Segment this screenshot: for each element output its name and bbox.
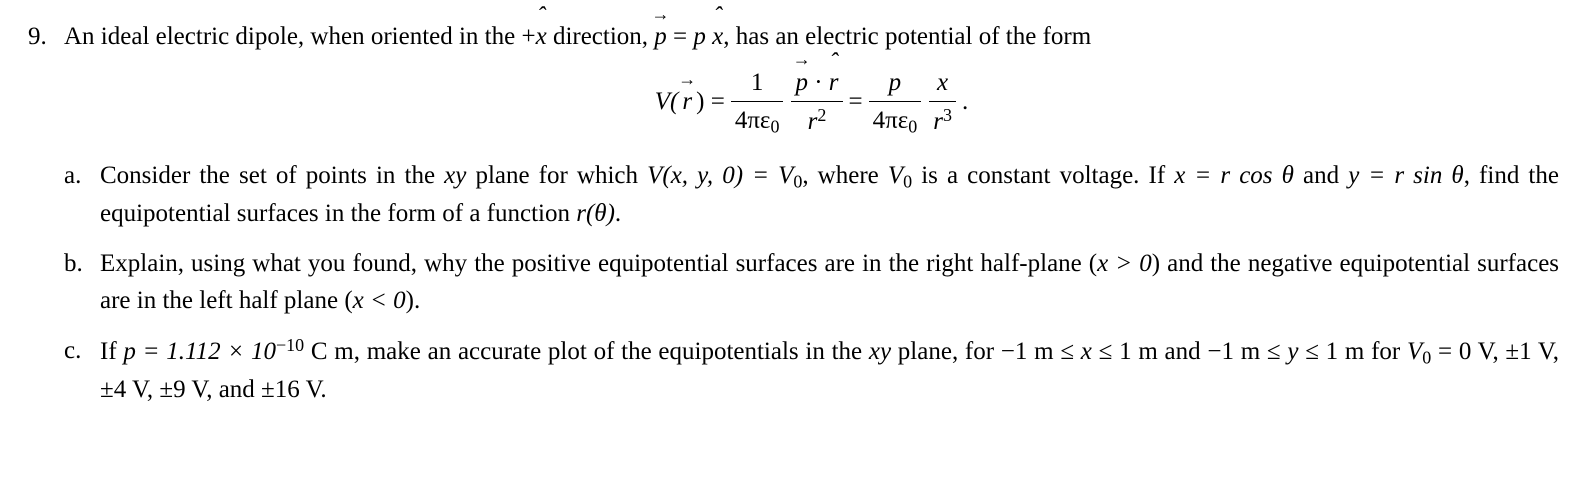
frac3-num: p	[869, 64, 922, 103]
p-scalar: p	[693, 23, 706, 50]
p-vector: p	[654, 18, 667, 56]
c-V0: V	[1407, 338, 1422, 365]
b-end: ).	[406, 287, 421, 314]
a-xy: xy	[444, 162, 466, 189]
c-exp: −10	[276, 335, 304, 355]
a-r-theta: r(θ)	[576, 200, 615, 227]
a-and: and	[1294, 162, 1348, 189]
x-hat-2: x	[712, 18, 723, 56]
a-text-1: Consider the set of points in the	[100, 162, 444, 189]
problem-number: 9.	[28, 18, 47, 56]
potential-equation: V(r) = 1 4πε0 p · r r2 = p 4πε0 x r3 .	[64, 56, 1559, 145]
a-V-expr: V(x, y, 0) = V	[647, 162, 793, 189]
c-x: x	[1081, 338, 1092, 365]
frac1-den: 4πε0	[731, 102, 784, 141]
a-V0-again: V	[888, 162, 903, 189]
x-hat: x	[536, 18, 547, 56]
a-text-2: plane for which	[466, 162, 647, 189]
frac4-den: r3	[929, 102, 956, 141]
fraction-4: x r3	[929, 64, 956, 141]
a-x-eq: x = r cos θ	[1174, 162, 1294, 189]
label-a: a.	[64, 157, 81, 195]
fraction-2: p · r r2	[791, 64, 842, 141]
problem-9: 9. An ideal electric dipole, when orient…	[28, 18, 1559, 409]
intro-eq: =	[667, 23, 694, 50]
intro-text-2: direction,	[547, 23, 655, 50]
c-text-3: plane, for −1 m ≤	[891, 338, 1081, 365]
label-b: b.	[64, 245, 83, 283]
c-pval: p = 1.112 × 10	[123, 338, 276, 365]
subpart-b: b. Explain, using what you found, why th…	[64, 245, 1559, 320]
eq-period: .	[962, 83, 968, 121]
r-vector: r	[682, 83, 692, 121]
problem-body: An ideal electric dipole, when oriented …	[28, 18, 1559, 409]
intro-text-3: , has an electric potential of the form	[723, 23, 1091, 50]
problem-intro: An ideal electric dipole, when oriented …	[64, 18, 1559, 56]
frac2-den: r2	[791, 102, 842, 141]
c-xy: xy	[869, 338, 891, 365]
a-period: .	[615, 200, 621, 227]
subparts: a. Consider the set of points in the x y …	[64, 157, 1559, 409]
c-text-1: If	[100, 338, 123, 365]
label-c: c.	[64, 332, 81, 370]
intro-text-1: An ideal electric dipole, when oriented …	[64, 23, 536, 50]
subpart-a: a. Consider the set of points in the xy …	[64, 157, 1559, 233]
subpart-c: c. If p = 1.112 × 10−10 C m, make an acc…	[64, 332, 1559, 409]
c-range2: ≤ 1 m for	[1298, 338, 1407, 365]
c-sub0: 0	[1422, 347, 1431, 367]
frac3-den: 4πε0	[869, 102, 922, 141]
a-text-4: is a constant voltage. If	[912, 162, 1174, 189]
c-range1: ≤ 1 m and −1 m ≤	[1092, 338, 1287, 365]
b-text-1: Explain, using what you found, why the p…	[100, 250, 1097, 277]
c-units: C m	[304, 338, 354, 365]
V-close-eq: ) =	[696, 83, 725, 121]
a-sub0b: 0	[903, 171, 912, 191]
frac1-num: 1	[731, 64, 784, 103]
b-xgt0: x > 0	[1097, 250, 1152, 277]
a-text-3: , where	[802, 162, 888, 189]
V-of-r-open: V(	[655, 83, 679, 121]
a-sub0: 0	[793, 171, 802, 191]
a-y-eq: y = r sin θ	[1348, 162, 1464, 189]
c-y: y	[1287, 338, 1298, 365]
frac4-num: x	[929, 64, 956, 103]
fraction-1: 1 4πε0	[731, 64, 784, 141]
c-text-2: , make an accurate plot of the equipoten…	[354, 338, 869, 365]
b-xlt0: x < 0	[353, 287, 406, 314]
equals-2: =	[849, 83, 863, 121]
fraction-3: p 4πε0	[869, 64, 922, 141]
frac2-num: p · r	[791, 64, 842, 103]
